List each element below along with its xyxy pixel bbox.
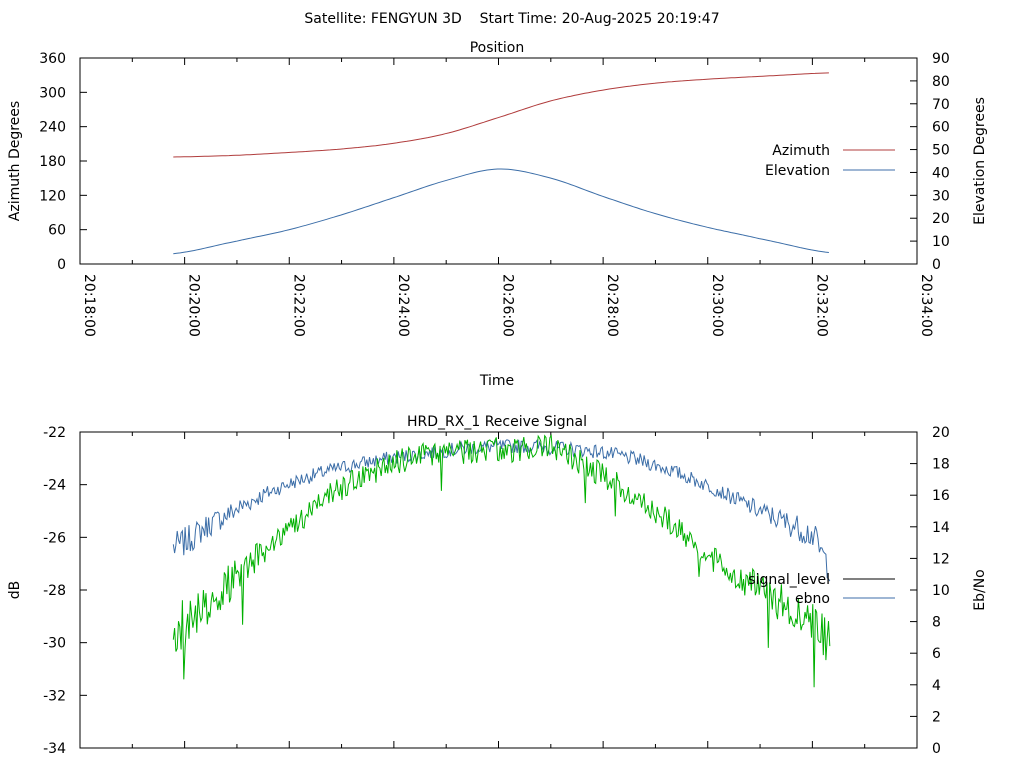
signal-chart-title: HRD_RX_1 Receive Signal [407,414,587,430]
y2-tick-label: 40 [932,165,950,181]
y2-tick-label: 0 [932,741,941,757]
y2-tick-label: 20 [932,211,950,227]
y2-tick-label: 20 [932,425,950,441]
position-chart: Position Time Azimuth Degrees Elevation … [7,40,988,389]
y2-tick-label: 18 [932,457,950,473]
y2-tick-label: 4 [932,678,941,694]
series-line-azimuth [173,72,829,158]
y-tick-label: 0 [57,257,66,273]
y-tick-label: 240 [39,120,66,136]
x-tick-label: 20:24:00 [395,274,411,337]
signal-ticks: -22 -24 -26 -28 -30 -32 -34 0 2 4 6 8 10 12 14 16 18 20 [43,425,950,757]
position-chart-title: Position [470,40,525,56]
y2-tick-label: 6 [932,646,941,662]
y2-tick-label: 12 [932,551,950,567]
position-ylabel: Azimuth Degrees [7,101,23,221]
y2-tick-label: 2 [932,709,941,725]
x-tick-label: 20:34:00 [918,274,934,337]
y2-tick-label: 8 [932,615,941,631]
x-tick-label: 20:22:00 [290,274,306,337]
y2-tick-label: 30 [932,188,950,204]
y2-tick-label: 10 [932,583,950,599]
x-tick-label: 20:32:00 [813,274,829,337]
legend-label-elevation: Elevation [765,163,830,179]
x-tick-label: 20:20:00 [186,274,202,337]
y-tick-label: -34 [43,741,66,757]
y2-tick-label: 60 [932,120,950,136]
x-tick-label: 20:30:00 [709,274,725,337]
y-tick-label: 180 [39,154,66,170]
y-tick-label: 60 [48,223,66,239]
y2-tick-label: 10 [932,234,950,250]
position-legend: Azimuth Elevation [765,143,895,179]
signal-ylabel: dB [7,581,23,600]
y-tick-label: 360 [39,51,66,67]
y-tick-label: -32 [43,688,66,704]
legend-label-signal-level: signal_level [748,572,830,588]
x-tick-label: 20:28:00 [604,274,620,337]
y2-tick-label: 80 [932,74,950,90]
position-ticks: 20:18:00 20:20:00 20:22:00 20:24:00 20:26:00… [39,51,950,337]
y-tick-label: -28 [43,583,66,599]
position-y2label: Elevation Degrees [972,97,988,225]
series-line-ebno [172,438,831,582]
signal-plot-frame [79,431,918,749]
x-tick-label: 20:18:00 [81,274,97,337]
series-line-ebno-green [172,434,831,688]
y-tick-label: 120 [39,188,66,204]
y2-tick-label: 50 [932,143,950,159]
y2-tick-label: 14 [932,520,950,536]
position-plot-frame [79,57,918,265]
series-line-elevation [173,168,829,255]
y-tick-label: -22 [43,425,66,441]
y2-tick-label: 16 [932,488,950,504]
legend-label-ebno: ebno [795,591,830,607]
y-tick-label: -30 [43,636,66,652]
signal-y2label: Eb/No [972,569,988,611]
position-xlabel: Time [479,373,514,389]
signal-series [172,434,831,688]
x-tick-label: 20:26:00 [500,274,516,337]
y-tick-label: -24 [43,478,66,494]
y2-tick-label: 70 [932,97,950,113]
legend-label-azimuth: Azimuth [772,143,830,159]
y2-tick-label: 90 [932,51,950,67]
y-tick-label: -26 [43,530,66,546]
position-series [173,72,829,255]
y-tick-label: 300 [39,85,66,101]
signal-chart: HRD_RX_1 Receive Signal dB Eb/No -22-24-… [7,414,988,757]
y2-tick-label: 0 [932,257,941,273]
figure-title: Satellite: FENGYUN 3D Start Time: 20-Aug… [304,11,719,27]
